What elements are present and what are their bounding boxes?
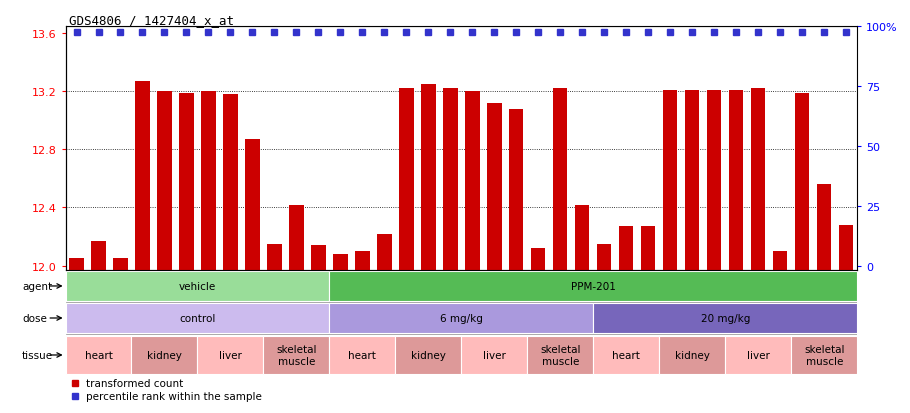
Text: vehicle: vehicle [179, 281, 216, 291]
Bar [707, 90, 722, 270]
Bar [91, 241, 106, 270]
Bar [461, 336, 527, 374]
Text: dose: dose [22, 313, 46, 323]
Bar [774, 252, 787, 270]
Bar [619, 227, 633, 270]
Bar [223, 95, 238, 270]
Bar [179, 93, 194, 270]
Bar [510, 109, 523, 270]
Text: control: control [179, 313, 216, 323]
Bar [197, 336, 263, 374]
Bar [66, 304, 329, 333]
Bar [246, 140, 259, 270]
Bar [329, 336, 395, 374]
Text: kidney: kidney [147, 350, 182, 360]
Bar [725, 336, 792, 374]
Bar [593, 336, 659, 374]
Bar [443, 89, 458, 270]
Text: liver: liver [747, 350, 770, 360]
Text: agent: agent [22, 281, 52, 291]
Bar [289, 205, 304, 270]
Bar [729, 90, 743, 270]
Bar [531, 249, 545, 270]
Text: kidney: kidney [411, 350, 446, 360]
Text: skeletal
muscle: skeletal muscle [804, 344, 844, 366]
Text: heart: heart [612, 350, 641, 360]
Text: GDS4806 / 1427404_x_at: GDS4806 / 1427404_x_at [69, 14, 235, 27]
Bar [597, 244, 612, 270]
Text: heart: heart [85, 350, 113, 360]
Bar [264, 336, 329, 374]
Bar [663, 90, 677, 270]
Bar [421, 85, 436, 270]
Bar [659, 336, 725, 374]
Bar [201, 92, 216, 270]
Text: liver: liver [483, 350, 506, 360]
Text: heart: heart [349, 350, 377, 360]
Text: percentile rank within the sample: percentile rank within the sample [86, 391, 262, 401]
Bar [642, 227, 655, 270]
Bar [329, 304, 593, 333]
Bar [333, 254, 348, 270]
Bar [795, 93, 809, 270]
Bar [791, 336, 857, 374]
Bar [487, 104, 501, 270]
Bar [553, 89, 568, 270]
Bar [399, 89, 413, 270]
Text: liver: liver [219, 350, 242, 360]
Bar [132, 336, 197, 374]
Bar [839, 225, 854, 270]
Bar [311, 246, 326, 270]
Text: PPM-201: PPM-201 [571, 281, 616, 291]
Bar [575, 205, 590, 270]
Bar [355, 252, 369, 270]
Text: skeletal
muscle: skeletal muscle [540, 344, 581, 366]
Text: skeletal
muscle: skeletal muscle [276, 344, 317, 366]
Bar [329, 272, 857, 301]
Bar [593, 304, 857, 333]
Bar [114, 259, 127, 270]
Bar [378, 234, 391, 270]
Text: 6 mg/kg: 6 mg/kg [440, 313, 483, 323]
Bar [136, 82, 149, 270]
Bar [66, 272, 329, 301]
Bar [66, 336, 132, 374]
Bar [685, 90, 700, 270]
Bar [395, 336, 461, 374]
Bar [69, 259, 84, 270]
Text: transformed count: transformed count [86, 379, 183, 389]
Bar [465, 92, 480, 270]
Text: kidney: kidney [675, 350, 710, 360]
Bar [817, 185, 832, 270]
Bar [157, 92, 172, 270]
Bar [268, 244, 281, 270]
Bar [751, 89, 765, 270]
Text: tissue: tissue [22, 350, 53, 360]
Bar [527, 336, 593, 374]
Text: 20 mg/kg: 20 mg/kg [701, 313, 750, 323]
